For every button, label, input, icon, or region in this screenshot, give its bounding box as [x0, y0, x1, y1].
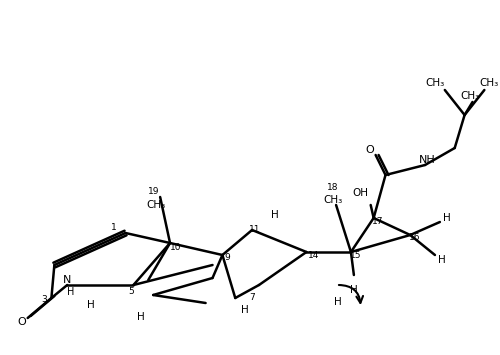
- Text: 3: 3: [42, 295, 48, 305]
- Text: H: H: [438, 255, 446, 265]
- Text: H: H: [350, 285, 358, 295]
- Text: 10: 10: [170, 244, 181, 252]
- Text: 18: 18: [328, 184, 339, 192]
- Text: H: H: [242, 305, 249, 315]
- Text: 9: 9: [224, 253, 230, 262]
- Text: 7: 7: [249, 294, 255, 302]
- Text: 16: 16: [410, 234, 421, 242]
- Text: H: H: [443, 213, 450, 223]
- Text: 17: 17: [372, 218, 384, 226]
- Text: NH: NH: [418, 155, 436, 165]
- FancyArrowPatch shape: [339, 285, 363, 303]
- Text: 19: 19: [148, 187, 159, 197]
- Text: CH₃: CH₃: [480, 78, 499, 88]
- Text: H: H: [334, 297, 342, 307]
- Text: 15: 15: [350, 251, 362, 261]
- Text: H: H: [68, 287, 75, 297]
- Text: O: O: [18, 317, 26, 327]
- Text: CH₃: CH₃: [460, 91, 479, 101]
- Text: 1: 1: [111, 224, 116, 233]
- Text: CH₃: CH₃: [146, 200, 166, 210]
- Text: H: H: [87, 300, 95, 310]
- Text: H: H: [138, 312, 145, 322]
- Text: 14: 14: [308, 251, 319, 261]
- Text: CH₃: CH₃: [426, 78, 444, 88]
- Text: H: H: [271, 210, 278, 220]
- Text: OH: OH: [353, 188, 369, 198]
- Text: N: N: [63, 275, 72, 285]
- Text: 11: 11: [250, 225, 261, 235]
- Text: 5: 5: [128, 288, 134, 296]
- Text: CH₃: CH₃: [324, 195, 342, 205]
- Text: O: O: [366, 145, 374, 155]
